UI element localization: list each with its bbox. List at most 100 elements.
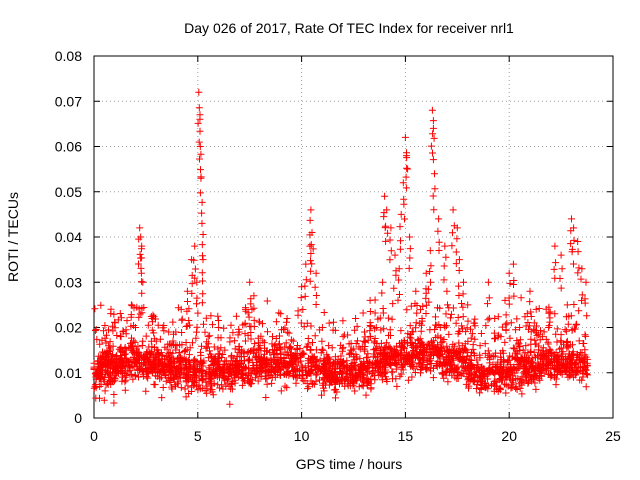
data-point-cluster [570, 260, 577, 268]
data-point-cluster [413, 309, 421, 317]
noise-point [399, 366, 407, 374]
data-point-cluster [397, 237, 404, 245]
noise-point [122, 376, 130, 384]
noise-point [171, 381, 179, 389]
noise-point [214, 312, 222, 320]
noise-point [327, 371, 334, 379]
noise-point [298, 349, 306, 357]
noise-point [407, 362, 415, 370]
data-point-cluster [471, 335, 479, 343]
data-point [195, 88, 203, 96]
data-point [383, 206, 391, 214]
data-point-cluster [352, 340, 360, 347]
noise-point [484, 316, 492, 324]
data-point [117, 333, 125, 341]
data-point [582, 278, 590, 286]
noise-point [202, 378, 210, 386]
noise-point [460, 347, 468, 355]
data-point-cluster [464, 317, 472, 325]
noise-point [218, 381, 226, 389]
data-point-cluster [429, 149, 436, 157]
noise-point [318, 345, 326, 353]
data-point-cluster [309, 245, 317, 253]
data-point-cluster [558, 265, 566, 273]
data-point-cluster [403, 164, 411, 172]
data-point-cluster [191, 274, 199, 282]
noise-point [275, 309, 283, 317]
y-tick-label: 0.04 [55, 229, 82, 245]
noise-point [506, 334, 514, 342]
data-point-cluster [301, 292, 309, 300]
data-point-cluster [234, 348, 242, 356]
noise-point [575, 337, 583, 345]
noise-point [210, 343, 218, 351]
y-tick-label: 0.08 [55, 48, 82, 64]
noise-point [548, 355, 555, 363]
noise-point [568, 358, 576, 366]
noise-point [273, 371, 281, 379]
data-point-cluster [152, 363, 160, 371]
noise-point [189, 339, 196, 347]
data-point [137, 233, 145, 241]
noise-point [458, 322, 466, 330]
noise-point [214, 345, 222, 353]
noise-point [249, 365, 257, 373]
noise-point [101, 322, 109, 329]
noise-point [439, 338, 447, 346]
data-point [418, 315, 426, 322]
data-point-cluster [531, 326, 539, 334]
y-tick-label: 0.02 [55, 320, 82, 336]
noise-point [378, 364, 386, 372]
data-point [183, 287, 191, 295]
noise-point [180, 365, 188, 373]
data-point-cluster [283, 348, 291, 356]
noise-point [582, 383, 590, 391]
noise-point [281, 370, 289, 378]
noise-point [184, 382, 192, 390]
noise-point [474, 361, 482, 369]
data-point-cluster [502, 311, 510, 319]
noise-point [306, 355, 314, 363]
noise-point [215, 317, 222, 324]
data-point-cluster [510, 292, 518, 300]
noise-point [407, 342, 415, 350]
data-point-cluster [406, 245, 414, 253]
noise-point [508, 384, 516, 391]
data-point-cluster [578, 297, 585, 305]
noise-point [196, 385, 204, 393]
data-point [395, 265, 403, 273]
data-point-cluster [417, 348, 425, 356]
noise-point [268, 379, 276, 387]
noise-point [430, 344, 438, 352]
data-point-cluster [241, 320, 249, 328]
noise-point [552, 330, 560, 338]
noise-point [249, 359, 257, 367]
noise-point [531, 353, 539, 361]
data-point-cluster [138, 309, 146, 317]
noise-point [392, 375, 400, 383]
data-point-cluster [138, 254, 146, 262]
noise-point [568, 326, 576, 334]
data-point [312, 269, 320, 277]
data-point-cluster [131, 338, 139, 346]
x-axis: 0 5 10 15 20 25 [90, 56, 621, 444]
noise-point [129, 354, 137, 361]
noise-point [524, 379, 532, 387]
noise-point [531, 371, 539, 379]
data-point [142, 351, 150, 359]
noise-point [418, 338, 426, 346]
data-point-cluster [277, 371, 284, 379]
noise-point [116, 310, 124, 317]
data-point-cluster [197, 166, 204, 174]
noise-point [109, 342, 117, 350]
data-point [298, 283, 306, 291]
noise-point [356, 355, 364, 363]
data-point [111, 364, 119, 372]
noise-point [188, 383, 196, 391]
noise-point [542, 305, 550, 313]
data-point-cluster [165, 363, 173, 371]
data-point-cluster [417, 327, 425, 335]
noise-point [398, 347, 406, 355]
noise-point [429, 374, 437, 382]
data-point-cluster [138, 278, 146, 286]
